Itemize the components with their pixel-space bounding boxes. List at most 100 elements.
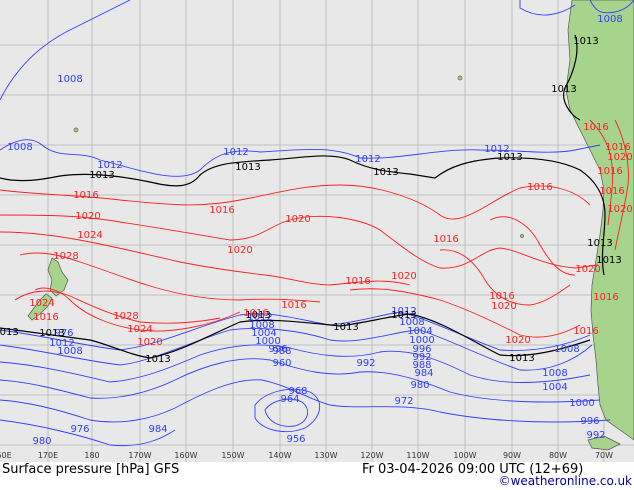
isobar-label-high: 1020: [75, 211, 100, 222]
isobar-label-high: 1016: [489, 291, 514, 302]
map-title: Surface pressure [hPa] GFS: [2, 462, 180, 477]
isobar-label-low: 1000: [255, 336, 280, 347]
isobar-label-low: 976: [70, 424, 89, 435]
axis-label: 150W: [221, 451, 244, 460]
isobar-label-1013: 1013: [235, 162, 260, 173]
isobar-label-1013: 1013: [587, 238, 612, 249]
isobar-label-1013: 1013: [596, 255, 621, 266]
axis-label: 110W: [406, 451, 429, 460]
isobar-label-high: 1024: [29, 298, 54, 309]
island: [73, 127, 79, 133]
graticule: [0, 0, 634, 462]
isobar-label-1013: 1013: [333, 322, 358, 333]
isobar-label-high: 1016: [33, 312, 58, 323]
isobar-label-low: 1004: [251, 328, 276, 339]
isobar-label-high: 1016: [281, 300, 306, 311]
isobars-low: [0, 0, 634, 447]
credit-link[interactable]: ©weatheronline.co.uk: [498, 474, 632, 488]
isobar-label-low: 984: [414, 368, 433, 379]
isobar-label-high: 1020: [575, 264, 600, 275]
pressure-map: 1008 1008 1012 1012 1012 1012 1008 1012 …: [0, 0, 634, 462]
isobar-label-low: 956: [286, 434, 305, 445]
isobar-label-low: 996: [268, 344, 287, 355]
axis-label: 80W: [549, 451, 567, 460]
isobar-label-low: 1000: [409, 335, 434, 346]
isobar-label-low: 1012: [223, 147, 248, 158]
footer: Surface pressure [hPa] GFS Fr 03-04-2026…: [0, 462, 634, 490]
isobar-label-low: 968: [288, 386, 307, 397]
isobar-label-1013: 1013: [509, 353, 534, 364]
isobar-label-low: 1008: [249, 320, 274, 331]
isobar-label-low: 988: [272, 346, 291, 357]
axis-label: 180: [84, 451, 99, 460]
isobar-label-low: 1008: [57, 346, 82, 357]
new-zealand-south: [27, 293, 53, 321]
isobar-label-1013: 1013: [145, 354, 170, 365]
isobar-label-1013: 1013: [551, 84, 576, 95]
isobar-label-high: 1016: [73, 190, 98, 201]
isobar-label-low: 992: [586, 430, 605, 441]
isobar-label-low: 1008: [597, 14, 622, 25]
isobar-label-high: 1016: [583, 122, 608, 133]
isobar-label-high: 1024: [127, 324, 152, 335]
isobar-label-high: 1016: [209, 205, 234, 216]
isobar-label-low: 1008: [554, 344, 579, 355]
isobar-label-1013: 1013: [39, 328, 64, 339]
isobar-label-1013: 1013: [89, 170, 114, 181]
isobar-label-high: 1020: [137, 337, 162, 348]
axis-label: 170W: [128, 451, 151, 460]
isobar-label-high: 1016: [527, 182, 552, 193]
isobar-label-low: 1012: [97, 160, 122, 171]
isobar-label-low: 992: [356, 358, 375, 369]
isobar-label-1013: 1013: [245, 310, 270, 321]
isobar-label-low: 972: [394, 396, 413, 407]
isobar-label-1013: 1013: [573, 36, 598, 47]
isobar-label-high: 1020: [505, 335, 530, 346]
isobar-label-low: 992: [412, 352, 431, 363]
isobar-label-high: 1020: [491, 301, 516, 312]
isobar-label-1013: 1013: [391, 310, 416, 321]
axis-label: 130W: [314, 451, 337, 460]
isobar-label-1013: 1013: [0, 327, 19, 338]
isobar-label-low: 1008: [57, 74, 82, 85]
isobar-label-low: 1012: [49, 338, 74, 349]
isobar-label-high: 1016: [573, 326, 598, 337]
axis-label: 170E: [38, 451, 58, 460]
isobar-label-high: 1020: [285, 214, 310, 225]
island: [520, 234, 524, 238]
isobar-label-high: 1020: [607, 152, 632, 163]
isobar-label-high: 1028: [113, 311, 138, 322]
isobar-label-high: 1016: [593, 292, 618, 303]
axis-label: 160W: [174, 451, 197, 460]
axis-label: 60E: [0, 451, 12, 460]
isobar-label-low: 996: [580, 416, 599, 427]
isobar-label-high: 1020: [607, 204, 632, 215]
isobar-label-high: 1016: [605, 142, 630, 153]
isobar-label-high: 1016: [597, 166, 622, 177]
isobar-label-low: 1012: [247, 312, 272, 323]
isobar-label-high: 1020: [391, 271, 416, 282]
isobar-label-high: 1028: [53, 251, 78, 262]
valid-time: Fr 03-04-2026 09:00 UTC (12+69): [362, 462, 584, 477]
axis-label: 100W: [453, 451, 476, 460]
isobar-label-high: 1020: [227, 245, 252, 256]
isobar-label-high: 1016: [243, 308, 268, 319]
isobar-label-low: 1004: [407, 326, 432, 337]
isobar-label-high: 1016: [599, 186, 624, 197]
isobar-label-low: 1012: [484, 144, 509, 155]
isobar-label-low: 1000: [569, 398, 594, 409]
isobar-label-low: 988: [412, 360, 431, 371]
isobar-label-low: 996: [412, 344, 431, 355]
isobar-label-low: 960: [272, 358, 291, 369]
isobar-label-low: 980: [32, 436, 51, 447]
isobars-high: [0, 119, 629, 338]
axis-label: 120W: [360, 451, 383, 460]
south-america-land: [565, 0, 634, 441]
isobar-label-low: 1012: [391, 306, 416, 317]
isobar-label-low: 1012: [355, 154, 380, 165]
isobar-label-low: 976: [54, 328, 73, 339]
isobar-label-low: 1008: [542, 368, 567, 379]
isobar-label-low: 1004: [542, 382, 567, 393]
isobar-label-low: 1008: [399, 317, 424, 328]
isobar-label-1013: 1013: [373, 167, 398, 178]
